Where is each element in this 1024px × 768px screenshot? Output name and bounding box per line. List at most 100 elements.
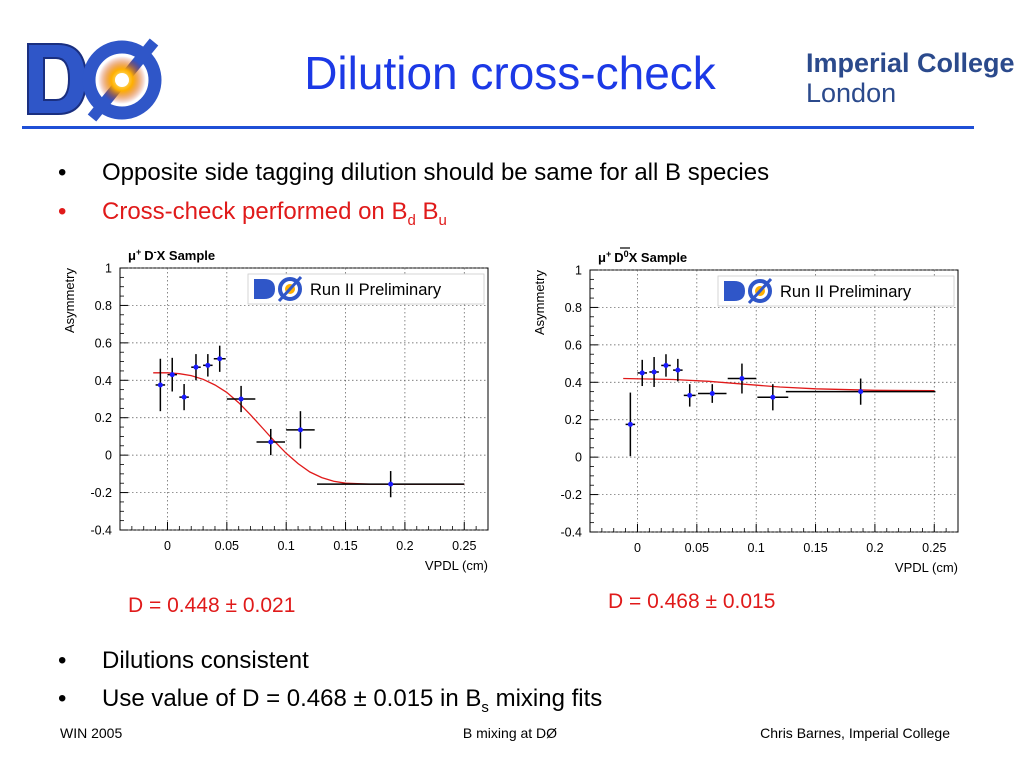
data-point <box>167 357 177 392</box>
badge-logo-slash <box>747 277 773 305</box>
point-marker <box>238 396 244 402</box>
x-tick-label: 0 <box>634 541 641 555</box>
point-marker <box>687 392 693 398</box>
point-marker <box>193 364 199 370</box>
bullet-text-mid: B <box>415 198 439 225</box>
bullet-dot: • <box>58 198 67 225</box>
footer-middle: B mixing at DØ <box>462 725 558 741</box>
point-marker <box>651 369 657 375</box>
footer-left: WIN 2005 <box>60 725 123 741</box>
logo-line-2: London <box>806 78 897 108</box>
badge-logo-slash <box>277 275 303 303</box>
title-d: D <box>614 250 623 265</box>
y-tick-label: 0.4 <box>565 376 582 390</box>
subscript-s: s <box>481 698 489 716</box>
bullet-dot: • <box>58 159 67 186</box>
y-axis-label: Asymmetry <box>62 268 77 334</box>
chart-d0-sample: 0 0.05 0.1 0.15 0.2 0.25 -0.4 -0.2 0 0.2 0.4 0.6 0.8… <box>532 247 959 575</box>
x-tick-label: 0.15 <box>803 541 827 555</box>
data-point <box>757 384 789 411</box>
badge-logo-o <box>278 277 302 301</box>
title-mu: μ <box>598 250 606 265</box>
subscript-u: u <box>438 211 447 229</box>
y-tick-label: -0.2 <box>560 488 582 502</box>
plot-frame <box>589 269 959 533</box>
title-mu: μ <box>128 248 136 263</box>
x-axis-label: VPDL (cm) <box>425 558 488 573</box>
title-d-sup: - <box>154 247 157 257</box>
y-tick-label: 0.4 <box>95 374 112 388</box>
data-point <box>625 392 636 457</box>
point-marker <box>268 439 274 445</box>
point-marker <box>388 481 394 487</box>
title-mu-sup: + <box>606 249 611 259</box>
bullet-item: • Use value of D = 0.468 ± 0.015 in Bs mi… <box>58 684 602 723</box>
badge-logo-d <box>254 279 275 299</box>
point-marker <box>675 367 681 373</box>
data-point <box>213 345 226 372</box>
x-tick-label: 0.25 <box>922 541 946 555</box>
x-tick-label: 0.2 <box>396 539 413 553</box>
y-tick-label: 1 <box>575 264 582 278</box>
badge-logo-d <box>724 281 745 301</box>
x-tick-label: 0.25 <box>452 539 476 553</box>
chart-title: μ+ D-X Sample <box>128 247 215 263</box>
data-point <box>637 359 647 387</box>
y-tick-label: 0 <box>575 451 582 465</box>
title-d: D <box>144 248 153 263</box>
fit-curve <box>153 372 465 485</box>
badge-text: Run II Preliminary <box>310 281 442 299</box>
data-point <box>661 354 671 377</box>
bullet-item: • Opposite side tagging dilution should b… <box>58 158 769 188</box>
data-point <box>179 384 189 411</box>
point-marker <box>663 362 669 368</box>
bullet-item: • Dilutions consistent <box>58 646 309 676</box>
data-point <box>649 357 659 387</box>
bullet-item: • Cross-check performed on Bd Bu <box>58 197 447 236</box>
x-tick-label: 0.2 <box>866 541 883 555</box>
dilution-value-1: D = 0.448 ± 0.021 <box>128 594 296 617</box>
y-tick-label: 0.8 <box>95 299 112 313</box>
x-tick-label: 0.15 <box>333 539 357 553</box>
data-point <box>673 358 683 382</box>
d0-logo <box>27 38 162 122</box>
y-tick-label: 1 <box>105 262 112 276</box>
data-point <box>256 428 286 456</box>
badge-logo-o <box>748 279 772 303</box>
subscript-d: d <box>407 211 416 229</box>
title-d-sup: 0 <box>624 249 629 259</box>
logo-line-1: Imperial College <box>806 48 1015 78</box>
y-tick-label: 0.6 <box>95 336 112 350</box>
y-tick-label: 0.8 <box>565 301 582 315</box>
point-marker <box>157 382 163 388</box>
y-tick-label: 0 <box>105 449 112 463</box>
y-tick-label: 0.2 <box>565 413 582 427</box>
x-tick-label: 0.05 <box>215 539 239 553</box>
bullet-text: Dilutions consistent <box>102 647 309 674</box>
data-point <box>698 384 727 403</box>
chart-dstar-sample: 0 0.05 0.1 0.15 0.2 0.25 -0.4 -0.2 0 0.2 0.4 0.6 0.8… <box>62 247 489 573</box>
point-marker <box>709 391 715 397</box>
point-marker <box>169 372 175 378</box>
x-tick-label: 0 <box>164 539 171 553</box>
bullet-dot: • <box>58 685 67 712</box>
data-point <box>226 385 256 413</box>
y-tick-label: -0.4 <box>90 524 112 538</box>
imperial-college-logo: Imperial College London <box>806 48 1015 108</box>
point-marker <box>205 362 211 368</box>
y-tick-label: -0.2 <box>90 486 112 500</box>
data-point <box>203 354 213 377</box>
data-point <box>317 471 465 498</box>
data-point <box>191 354 201 381</box>
header-rule <box>22 126 974 129</box>
title-mu-sup: + <box>136 247 141 257</box>
y-tick-label: 0.2 <box>95 411 112 425</box>
bullet-dot: • <box>58 647 67 674</box>
x-tick-label: 0.1 <box>747 541 764 555</box>
slide-title: Dilution cross-check <box>304 47 716 99</box>
plot-frame <box>119 267 489 531</box>
point-marker <box>770 394 776 400</box>
title-rest: X Sample <box>157 248 216 263</box>
data-point <box>286 411 315 449</box>
point-marker <box>639 370 645 376</box>
